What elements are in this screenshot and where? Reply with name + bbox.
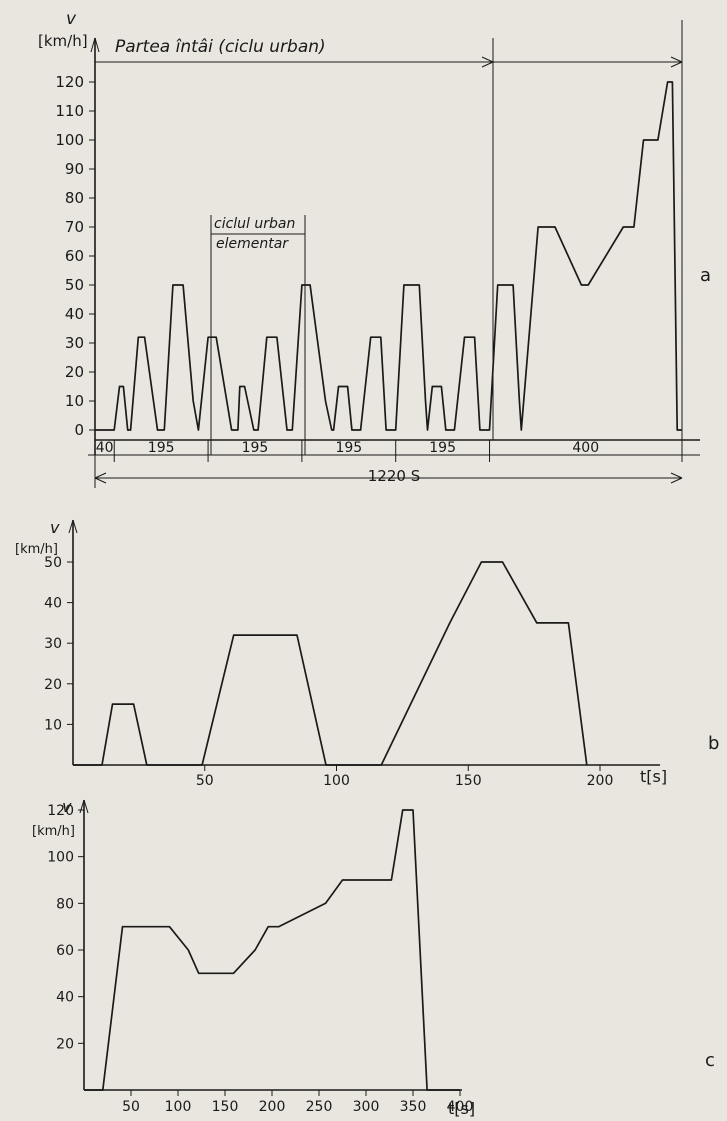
- chart-a-y-tick-label: 30: [65, 334, 84, 352]
- chart-b-speed-series: [73, 561, 588, 766]
- chart-b-x-tick-label: 100: [323, 773, 350, 789]
- chart-a-y-symbol: v: [66, 9, 77, 29]
- chart-b-panel-label: b: [708, 733, 719, 754]
- chart-a-y-tick-label: 0: [74, 421, 84, 439]
- chart-a-y-tick-label: 60: [65, 247, 84, 265]
- chart-a-total-arrow-d: [670, 477, 683, 484]
- chart-c-x-tick-label: 250: [306, 1099, 333, 1115]
- chart-a-y-tick-label: 100: [55, 131, 84, 149]
- chart-c-panel-label: c: [705, 1050, 715, 1071]
- chart-a-total-label: 1220 S: [368, 467, 420, 485]
- chart-c-x-tick-label: 400: [447, 1099, 474, 1115]
- chart-c-y-tick-label: 40: [56, 990, 74, 1006]
- chart-a-span-arrow-c: [670, 56, 683, 63]
- chart-a-segment-label: 40: [96, 440, 114, 456]
- chart-b: v [km/h] 10 20 30 40 50 50 100 150 200 t[s] b: [15, 518, 719, 789]
- chart-a-segment-label: 195: [429, 440, 456, 456]
- chart-c-x-label: t[s]: [448, 1099, 475, 1117]
- chart-a-total-arrow-a: [94, 472, 107, 479]
- chart-b-x-label: t[s]: [640, 767, 667, 786]
- chart-a-y-tick-label: 70: [65, 218, 84, 236]
- chart-c-ticks: 20 40 60 80 100 120 50 100 150 200 250 300 350 400: [47, 803, 473, 1115]
- chart-a-y-tick-label: 50: [65, 276, 84, 294]
- chart-a-y-arrow-right: [94, 37, 100, 53]
- chart-a-panel-label: a: [700, 265, 711, 286]
- chart-c-speed-series: [84, 809, 460, 1091]
- chart-a-elementary-label-line2: elementar: [216, 236, 289, 252]
- chart-b-y-unit: [km/h]: [15, 542, 58, 557]
- chart-a-elementary-label-line1: ciclul urban: [214, 216, 295, 232]
- chart-a: v [km/h] 0 10 20 30 40 50 60 70 80 90 100 110 120 Pa…: [38, 9, 711, 488]
- chart-a-segments: 40 195 195 195 195 400: [94, 440, 683, 462]
- chart-a-y-arrow-left: [90, 37, 96, 53]
- chart-a-span-arrow-a: [481, 56, 494, 63]
- chart-b-y-arrow-left: [68, 519, 74, 534]
- chart-a-y-tick-label: 40: [65, 305, 84, 323]
- chart-a-y-tick-label: 10: [65, 392, 84, 410]
- chart-a-segment-label: 195: [335, 440, 362, 456]
- chart-a-y-tick-label: 80: [65, 189, 84, 207]
- chart-b-y-tick-label: 40: [44, 596, 62, 612]
- chart-a-y-unit: [km/h]: [38, 32, 88, 50]
- chart-b-y-tick-label: 50: [44, 555, 62, 571]
- chart-b-y-arrow-right: [72, 519, 78, 534]
- chart-c-x-tick-label: 200: [259, 1099, 286, 1115]
- chart-b-x-tick-label: 50: [196, 773, 214, 789]
- chart-b-y-symbol: v: [50, 518, 60, 537]
- chart-b-x-tick-label: 200: [587, 773, 614, 789]
- chart-b-ticks: 10 20 30 40 50 50 100 150 200: [44, 555, 613, 789]
- chart-b-y-tick-label: 30: [44, 636, 62, 652]
- chart-c-y-symbol: v: [62, 797, 72, 816]
- chart-b-y-tick-label: 20: [44, 677, 62, 693]
- chart-a-y-tick-label: 120: [55, 73, 84, 91]
- chart-b-y-tick-label: 10: [44, 717, 62, 733]
- chart-c-y-unit: [km/h]: [32, 824, 75, 839]
- chart-a-speed-series: [95, 81, 682, 431]
- chart-a-y-ticks: 0 10 20 30 40 50 60 70 80 90 100 110 120: [55, 73, 95, 439]
- chart-a-span-arrow-d: [670, 61, 683, 68]
- chart-a-segment-label: 195: [148, 440, 175, 456]
- chart-c-x-tick-label: 50: [122, 1099, 140, 1115]
- chart-c-x-tick-label: 100: [165, 1099, 192, 1115]
- chart-a-total-arrow-c: [670, 472, 683, 479]
- chart-a-total-arrow-b: [94, 477, 107, 484]
- chart-c-y-tick-label: 20: [56, 1036, 74, 1052]
- chart-c-y-tick-label: 100: [47, 850, 74, 866]
- chart-c-x-tick-label: 300: [353, 1099, 380, 1115]
- chart-c-y-tick-label: 60: [56, 943, 74, 959]
- chart-c-y-tick-label: 80: [56, 896, 74, 912]
- chart-c-y-tick-label: 120: [47, 803, 74, 819]
- chart-a-y-tick-label: 20: [65, 363, 84, 381]
- chart-c-y-arrow-right: [83, 799, 89, 814]
- chart-c-x-tick-label: 350: [400, 1099, 427, 1115]
- chart-b-x-tick-label: 150: [455, 773, 482, 789]
- chart-a-y-tick-label: 110: [55, 102, 84, 120]
- chart-a-part1-label: Partea întâi (ciclu urban): [115, 37, 326, 57]
- chart-a-segment-label: 400: [572, 440, 599, 456]
- chart-a-y-tick-label: 90: [65, 160, 84, 178]
- chart-a-segment-label: 195: [242, 440, 269, 456]
- chart-a-span-arrow-b: [481, 61, 494, 68]
- chart-c-y-arrow-left: [79, 799, 85, 814]
- chart-c-x-tick-label: 150: [212, 1099, 239, 1115]
- chart-c: v [km/h] 20 40 60 80 100 120 50 100 150 200 250 300…: [32, 797, 715, 1118]
